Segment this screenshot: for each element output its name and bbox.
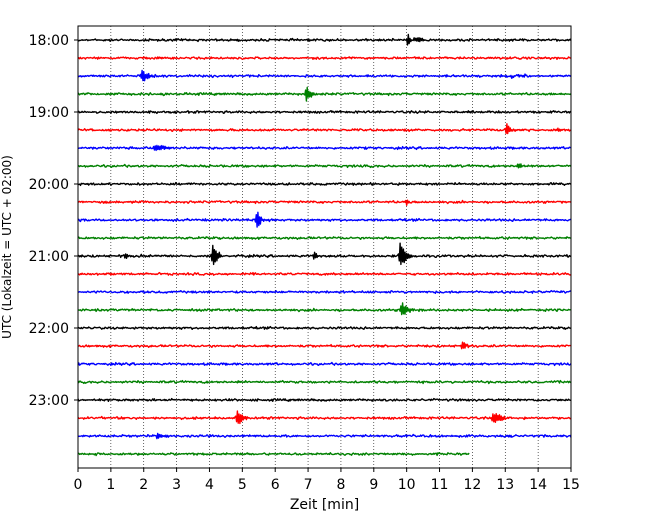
trace-1800 (77, 33, 572, 46)
trace-2345 (77, 452, 470, 457)
y-axis: 18:00 19:00 20:00 21:00 22:00 23:00 (29, 33, 78, 409)
vertical-grid (110, 26, 539, 468)
trace-2300 (77, 397, 572, 402)
x-tick-label-15: 15 (562, 477, 580, 493)
y-tick-label-1800: 18:00 (29, 33, 69, 49)
trace-2045 (77, 235, 571, 240)
y-tick-label-2300: 23:00 (29, 393, 69, 409)
x-tick-label-7: 7 (304, 477, 313, 493)
trace-2215 (77, 341, 571, 350)
x-tick-label-11: 11 (431, 477, 449, 493)
trace-1930 (77, 144, 572, 152)
x-tick-label-14: 14 (529, 477, 547, 493)
trace-2015 (77, 199, 572, 206)
trace-2115 (78, 271, 572, 276)
trace-2100 (77, 242, 572, 266)
trace-2000 (77, 181, 572, 187)
trace-1815 (77, 56, 572, 60)
trace-1945 (77, 163, 572, 169)
trace-1900 (77, 110, 571, 115)
x-tick-label-1: 1 (106, 477, 115, 493)
trace-1830 (77, 69, 572, 82)
x-tick-label-2: 2 (139, 477, 148, 493)
x-tick-label-6: 6 (271, 477, 280, 493)
x-tick-label-4: 4 (205, 477, 214, 493)
plot-frame (77, 25, 572, 469)
trace-2245 (77, 379, 572, 385)
trace-2230 (77, 361, 572, 367)
trace-1845 (77, 86, 572, 102)
y-tick-label-2200: 22:00 (29, 321, 69, 337)
y-tick-label-1900: 19:00 (29, 105, 69, 121)
x-tick-label-0: 0 (74, 477, 83, 493)
x-tick-label-10: 10 (398, 477, 416, 493)
y-tick-label-2100: 21:00 (29, 249, 69, 265)
x-axis-label: Zeit [min] (290, 497, 359, 513)
seismic-traces (77, 33, 572, 457)
y-tick-label-2000: 20:00 (29, 177, 69, 193)
x-axis: 0 1 2 3 4 5 6 7 8 9 10 11 12 13 14 15 (74, 468, 580, 493)
trace-1915 (77, 123, 572, 135)
trace-2330 (77, 432, 572, 440)
trace-2200 (77, 325, 572, 330)
x-tick-label-5: 5 (238, 477, 247, 493)
x-tick-label-3: 3 (172, 477, 181, 493)
x-tick-label-12: 12 (463, 477, 481, 493)
y-axis-label: UTC (Lokalzeit = UTC + 02:00) (0, 155, 14, 339)
trace-2145 (77, 302, 572, 316)
trace-2130 (77, 289, 572, 294)
trace-2315 (77, 410, 572, 425)
trace-2030 (77, 211, 572, 228)
x-tick-label-8: 8 (336, 477, 345, 493)
x-tick-label-9: 9 (369, 477, 378, 493)
x-tick-label-13: 13 (496, 477, 514, 493)
